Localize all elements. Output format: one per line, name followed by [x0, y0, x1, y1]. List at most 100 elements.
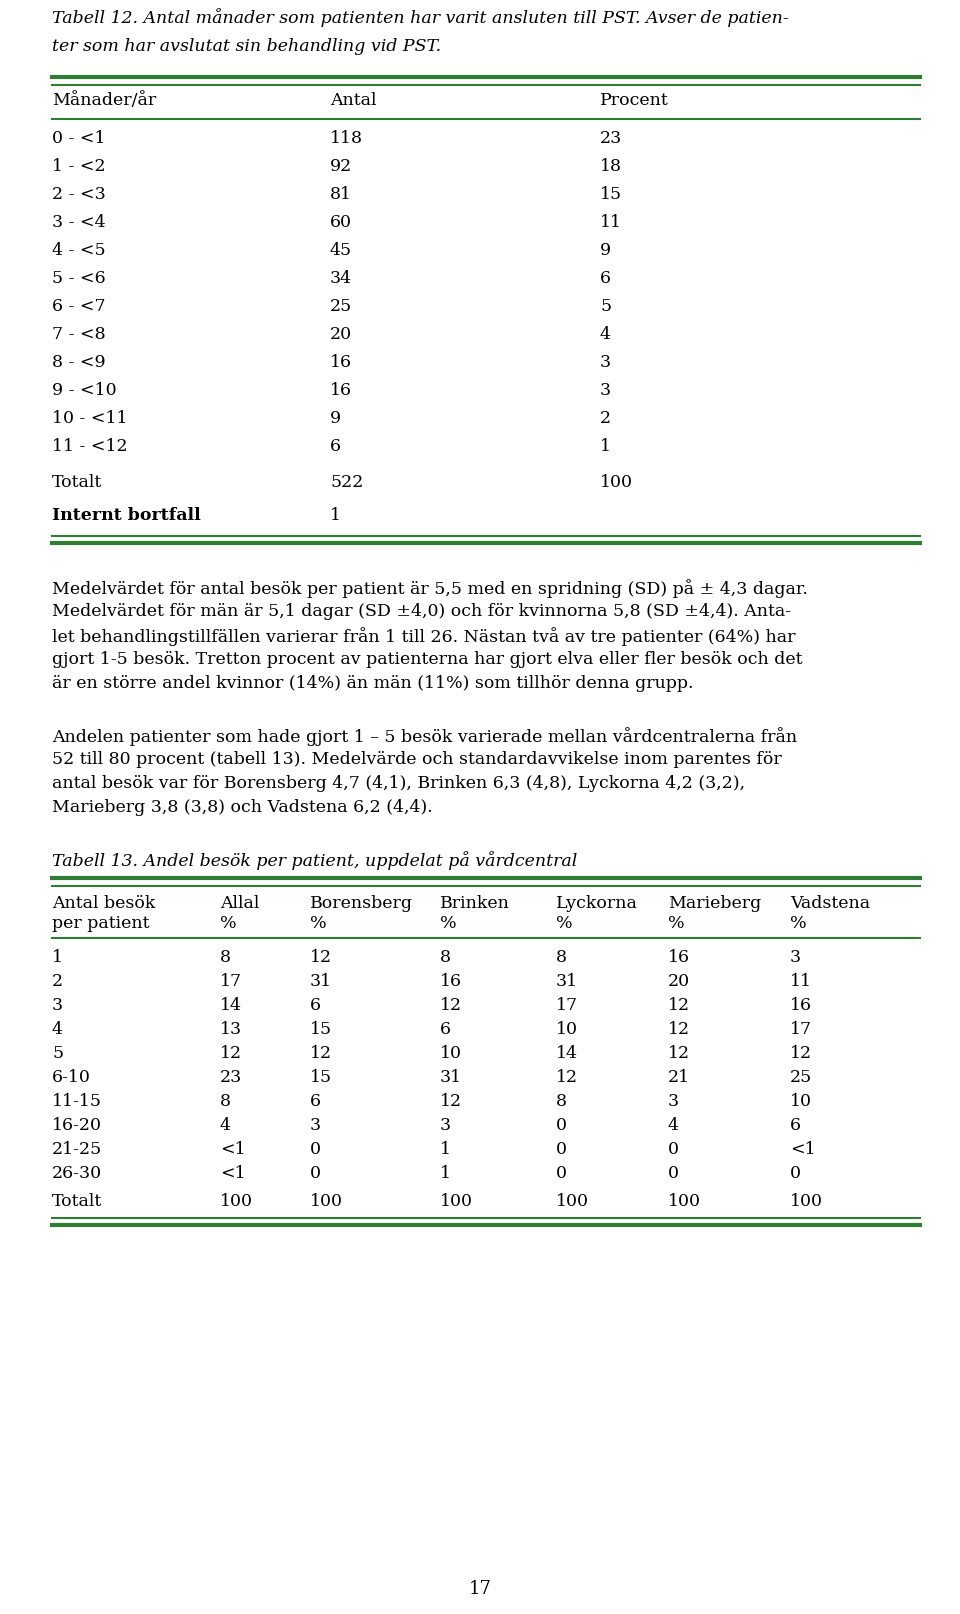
Text: 100: 100	[668, 1193, 701, 1209]
Text: Marieberg 3,8 (3,8) och Vadstena 6,2 (4,4).: Marieberg 3,8 (3,8) och Vadstena 6,2 (4,…	[52, 799, 433, 815]
Text: Totalt: Totalt	[52, 473, 103, 491]
Text: 1 - <2: 1 - <2	[52, 158, 106, 174]
Text: 16-20: 16-20	[52, 1117, 102, 1133]
Text: antal besök var för Borensberg 4,7 (4,1), Brinken 6,3 (4,8), Lyckorna 4,2 (3,2),: antal besök var för Borensberg 4,7 (4,1)…	[52, 775, 745, 791]
Text: 12: 12	[790, 1044, 812, 1062]
Text: 8: 8	[440, 949, 451, 965]
Text: 11-15: 11-15	[52, 1093, 102, 1109]
Text: per patient: per patient	[52, 915, 150, 931]
Text: <1: <1	[220, 1164, 246, 1181]
Text: 10: 10	[556, 1020, 578, 1038]
Text: 12: 12	[440, 996, 462, 1014]
Text: 5 - <6: 5 - <6	[52, 270, 106, 287]
Text: 11 - <12: 11 - <12	[52, 437, 128, 455]
Text: %: %	[440, 915, 457, 931]
Text: 15: 15	[600, 186, 622, 203]
Text: är en större andel kvinnor (14%) än män (11%) som tillhör denna grupp.: är en större andel kvinnor (14%) än män …	[52, 675, 693, 691]
Text: 52 till 80 procent (tabell 13). Medelvärde och standardavvikelse inom parentes f: 52 till 80 procent (tabell 13). Medelvär…	[52, 751, 781, 768]
Text: 8: 8	[220, 1093, 231, 1109]
Text: 5: 5	[52, 1044, 63, 1062]
Text: 10: 10	[440, 1044, 462, 1062]
Text: 14: 14	[220, 996, 242, 1014]
Text: 4 - <5: 4 - <5	[52, 242, 106, 258]
Text: Marieberg: Marieberg	[668, 894, 761, 912]
Text: Allal: Allal	[220, 894, 259, 912]
Text: %: %	[668, 915, 684, 931]
Text: 18: 18	[600, 158, 622, 174]
Text: Internt bortfall: Internt bortfall	[52, 507, 201, 523]
Text: Månader/år: Månader/år	[52, 92, 156, 108]
Text: 12: 12	[310, 949, 332, 965]
Text: 4: 4	[600, 326, 611, 342]
Text: 25: 25	[790, 1068, 812, 1085]
Text: 2 - <3: 2 - <3	[52, 186, 106, 203]
Text: 6: 6	[310, 1093, 321, 1109]
Text: let behandlingstillfällen varierar från 1 till 26. Nästan två av tre patienter (: let behandlingstillfällen varierar från …	[52, 626, 796, 646]
Text: 23: 23	[600, 129, 622, 147]
Text: ter som har avslutat sin behandling vid PST.: ter som har avslutat sin behandling vid …	[52, 39, 442, 55]
Text: Totalt: Totalt	[52, 1193, 103, 1209]
Text: 21: 21	[668, 1068, 690, 1085]
Text: 3: 3	[600, 353, 612, 371]
Text: Medelvärdet för antal besök per patient är 5,5 med en spridning (SD) på ± 4,3 da: Medelvärdet för antal besök per patient …	[52, 579, 808, 597]
Text: 100: 100	[310, 1193, 343, 1209]
Text: 2: 2	[52, 972, 63, 989]
Text: 3: 3	[600, 383, 612, 399]
Text: 100: 100	[220, 1193, 253, 1209]
Text: 6-10: 6-10	[52, 1068, 91, 1085]
Text: 25: 25	[330, 299, 352, 315]
Text: 7 - <8: 7 - <8	[52, 326, 106, 342]
Text: 10: 10	[790, 1093, 812, 1109]
Text: 3: 3	[52, 996, 63, 1014]
Text: Tabell 12. Antal månader som patienten har varit ansluten till PST. Avser de pat: Tabell 12. Antal månader som patienten h…	[52, 8, 789, 27]
Text: 16: 16	[440, 972, 462, 989]
Text: 15: 15	[310, 1020, 332, 1038]
Text: 2: 2	[600, 410, 612, 426]
Text: Medelvärdet för män är 5,1 dagar (SD ±4,0) och för kvinnorna 5,8 (SD ±4,4). Anta: Medelvärdet för män är 5,1 dagar (SD ±4,…	[52, 602, 791, 620]
Text: <1: <1	[790, 1141, 816, 1157]
Text: 8: 8	[556, 1093, 567, 1109]
Text: 12: 12	[556, 1068, 578, 1085]
Text: 8: 8	[556, 949, 567, 965]
Text: 11: 11	[600, 215, 622, 231]
Text: 15: 15	[310, 1068, 332, 1085]
Text: 1: 1	[330, 507, 341, 523]
Text: %: %	[790, 915, 806, 931]
Text: 1: 1	[440, 1141, 451, 1157]
Text: 3: 3	[668, 1093, 679, 1109]
Text: 3: 3	[790, 949, 802, 965]
Text: Vadstena: Vadstena	[790, 894, 870, 912]
Text: 6: 6	[440, 1020, 451, 1038]
Text: 0: 0	[310, 1164, 321, 1181]
Text: 1: 1	[600, 437, 611, 455]
Text: 0: 0	[310, 1141, 321, 1157]
Text: 31: 31	[556, 972, 578, 989]
Text: 20: 20	[330, 326, 352, 342]
Text: 14: 14	[556, 1044, 578, 1062]
Text: Tabell 13. Andel besök per patient, uppdelat på vårdcentral: Tabell 13. Andel besök per patient, uppd…	[52, 851, 577, 870]
Text: 92: 92	[330, 158, 352, 174]
Text: 31: 31	[440, 1068, 462, 1085]
Text: 0: 0	[668, 1164, 679, 1181]
Text: 16: 16	[668, 949, 690, 965]
Text: 0: 0	[556, 1141, 567, 1157]
Text: 100: 100	[600, 473, 633, 491]
Text: 81: 81	[330, 186, 352, 203]
Text: Lyckorna: Lyckorna	[556, 894, 637, 912]
Text: 8 - <9: 8 - <9	[52, 353, 106, 371]
Text: 8: 8	[220, 949, 231, 965]
Text: 21-25: 21-25	[52, 1141, 103, 1157]
Text: 16: 16	[790, 996, 812, 1014]
Text: 100: 100	[556, 1193, 589, 1209]
Text: 31: 31	[310, 972, 332, 989]
Text: 16: 16	[330, 383, 352, 399]
Text: 6: 6	[310, 996, 321, 1014]
Text: 17: 17	[220, 972, 242, 989]
Text: 9 - <10: 9 - <10	[52, 383, 116, 399]
Text: 12: 12	[440, 1093, 462, 1109]
Text: 6: 6	[790, 1117, 801, 1133]
Text: 1: 1	[440, 1164, 451, 1181]
Text: 12: 12	[668, 1044, 690, 1062]
Text: 6: 6	[330, 437, 341, 455]
Text: 0: 0	[556, 1164, 567, 1181]
